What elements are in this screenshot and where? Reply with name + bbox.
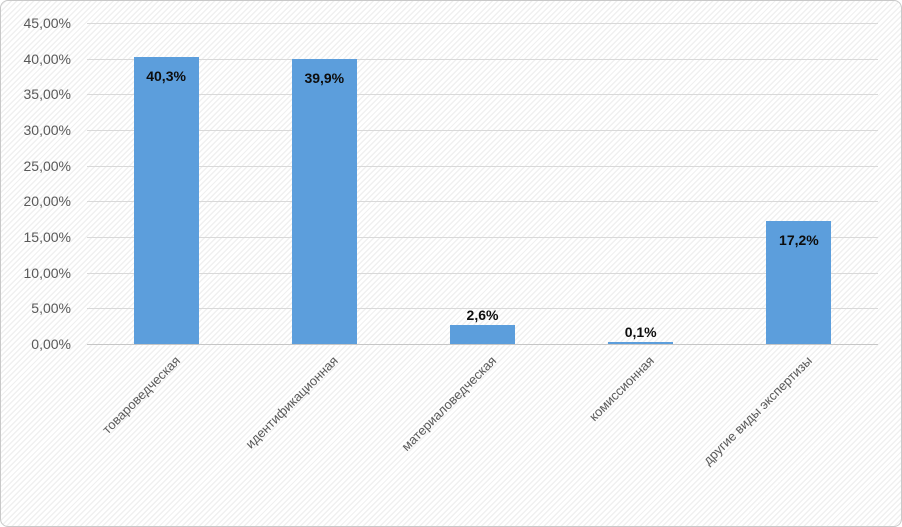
gridline [87, 165, 878, 167]
gridline [87, 130, 878, 131]
gridline [87, 94, 878, 96]
x-axis-line [87, 344, 878, 345]
bar [450, 325, 515, 344]
x-axis-category-label: другие виды экспертизы [700, 353, 816, 468]
y-axis-tick-label: 45,00% [23, 15, 71, 31]
bar [766, 221, 832, 344]
bar [291, 59, 357, 344]
bar [133, 56, 199, 344]
x-axis-category-label: товароведческая [98, 353, 183, 437]
y-axis-tick-label: 5,00% [31, 300, 71, 317]
bar-data-label: 0,1% [624, 323, 657, 340]
y-axis-tick-label: 40,00% [23, 50, 71, 67]
gridline [87, 201, 878, 203]
bar-data-label: 17,2% [779, 232, 819, 249]
y-axis-tick-label: 25,00% [23, 157, 71, 174]
gridline [87, 308, 878, 310]
gridline [87, 58, 878, 60]
y-axis-tick-label: 15,00% [23, 229, 71, 245]
bar-data-label: 39,9% [304, 70, 345, 87]
gridline [87, 237, 878, 238]
gridline [87, 23, 878, 24]
gridline [87, 272, 878, 274]
bar-data-label: 2,6% [466, 307, 499, 324]
y-axis-tick-label: 35,00% [23, 86, 71, 103]
x-axis-category-label: материаловедческая [398, 353, 500, 454]
y-axis-tick-label: 10,00% [23, 264, 71, 281]
bar-data-label: 40,3% [146, 67, 186, 84]
y-axis-tick-label: 20,00% [23, 193, 71, 210]
bar [608, 341, 674, 344]
y-axis-tick-label: 0,00% [31, 336, 71, 352]
y-axis-tick-label: 30,00% [23, 122, 71, 138]
x-axis-category-label: идентификационная [242, 353, 341, 452]
x-axis-category-label: комиссионная [586, 353, 658, 424]
